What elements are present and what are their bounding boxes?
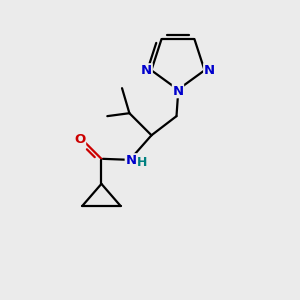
Text: N: N <box>172 85 184 98</box>
Text: H: H <box>136 156 147 169</box>
Text: N: N <box>141 64 152 77</box>
Text: N: N <box>204 64 215 77</box>
Text: O: O <box>74 133 86 146</box>
Text: N: N <box>125 154 136 167</box>
